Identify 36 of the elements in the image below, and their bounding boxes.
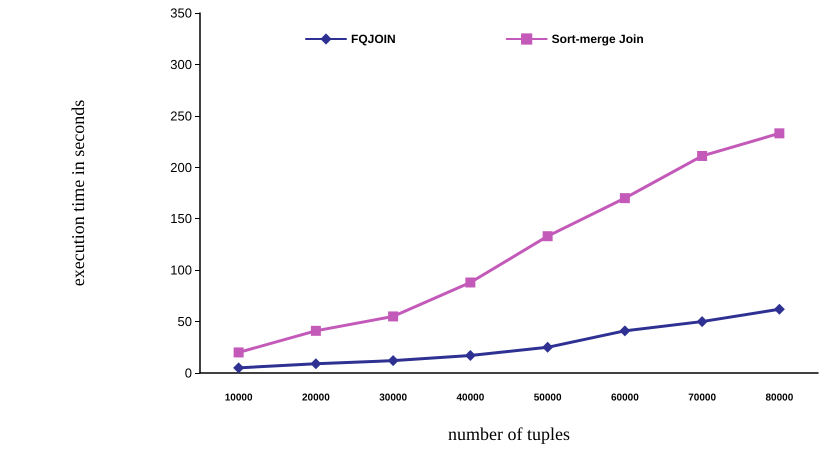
point	[774, 304, 785, 315]
y-tick-label: 0	[184, 366, 192, 380]
point	[388, 311, 398, 322]
legend-label: FQJOIN	[351, 32, 396, 46]
point	[464, 350, 476, 362]
point	[234, 347, 244, 358]
point	[388, 355, 399, 366]
x-tick-label: 70000	[688, 392, 716, 404]
x-tick-label: 80000	[765, 392, 794, 404]
x-tick-label: 10000	[224, 392, 253, 404]
point	[619, 325, 630, 336]
legend-label: Sort-merge Join	[552, 32, 644, 46]
point	[697, 150, 708, 161]
point	[233, 362, 244, 374]
y-tick-label: 350	[170, 6, 192, 20]
x-axis-title: number of tuples	[448, 424, 570, 444]
y-axis-title: execution time in seconds	[68, 100, 88, 286]
point	[465, 277, 476, 288]
x-tick-label: 30000	[379, 392, 408, 404]
point	[696, 316, 708, 328]
point	[542, 231, 553, 242]
x-tick-label: 60000	[610, 392, 640, 404]
x-tick-label: 50000	[534, 392, 562, 404]
x-tick-label: 40000	[456, 392, 485, 404]
y-tick-label: 300	[170, 56, 192, 72]
point	[310, 358, 322, 370]
y-tick-label: 50	[178, 314, 192, 330]
point	[542, 342, 554, 353]
y-tick-label: 150	[170, 211, 192, 226]
point	[774, 128, 784, 138]
y-tick-label: 200	[170, 160, 192, 175]
y-tick-label: 100	[170, 262, 192, 278]
point	[620, 193, 630, 204]
x-tick-label: 20000	[302, 392, 330, 404]
point	[310, 326, 321, 336]
y-tick-label: 250	[170, 108, 192, 124]
